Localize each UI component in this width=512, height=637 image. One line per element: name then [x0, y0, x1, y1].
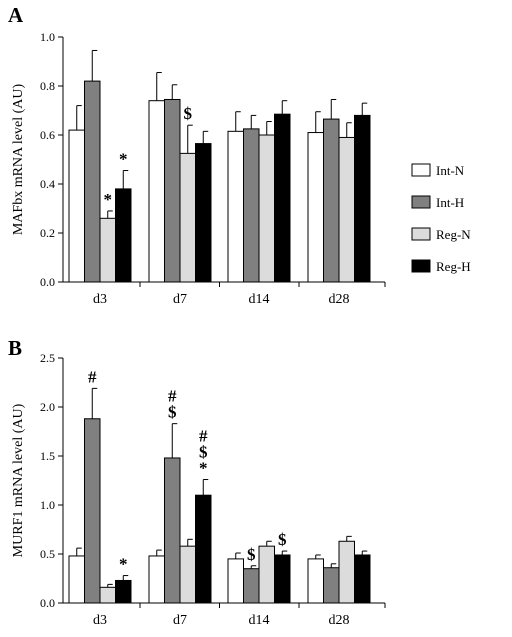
- y-tick-label: 1.0: [40, 30, 55, 44]
- y-tick-label: 0.4: [40, 177, 55, 191]
- y-axis-title: MAFbx mRNA level (AU): [11, 84, 26, 236]
- x-category-label: d28: [329, 613, 350, 628]
- significance-marker: $: [168, 403, 177, 422]
- x-category-label: d28: [329, 292, 350, 307]
- y-tick-label: 0.5: [40, 547, 55, 561]
- legend-label: Reg-H: [436, 259, 471, 274]
- bar-reg-n: [99, 586, 116, 604]
- y-tick-label: 0.8: [40, 79, 55, 93]
- y-tick-label: 1.0: [40, 498, 55, 512]
- bar-reg-h: [354, 554, 371, 604]
- x-category-label: d3: [93, 613, 107, 628]
- bar-int-h: [164, 98, 181, 283]
- bar-reg-n: [258, 134, 275, 283]
- bar-int-h: [84, 418, 101, 604]
- bar-int-h: [243, 568, 260, 604]
- bar-int-n: [68, 555, 85, 604]
- bar-reg-n: [338, 540, 355, 604]
- legend-label: Int-H: [436, 195, 464, 210]
- chart-panel-a: 0.0 0.2 0.4 0.6 0.8 1.0 MAFbx mRNA level (AU) d…: [11, 30, 386, 307]
- bar-reg-n: [179, 545, 196, 604]
- bar-reg-h: [115, 579, 132, 604]
- significance-marker: $: [184, 104, 193, 123]
- bar-int-h: [323, 118, 340, 283]
- legend-label: Int-N: [436, 163, 465, 178]
- bar-reg-n: [338, 136, 355, 283]
- legend-swatch-reg-h: [411, 259, 431, 273]
- x-category-label: d14: [249, 292, 270, 307]
- significance-marker: #: [199, 427, 208, 446]
- x-category-label: d14: [249, 613, 270, 628]
- bar-int-n: [307, 558, 324, 604]
- bar-int-n: [307, 132, 324, 283]
- bar-reg-h: [115, 188, 132, 283]
- significance-marker: *: [119, 150, 128, 169]
- bar-reg-n: [99, 217, 116, 283]
- bar-int-h: [84, 80, 101, 283]
- legend-swatch-int-h: [411, 195, 431, 209]
- bar-int-h: [323, 567, 340, 604]
- legend-label: Reg-N: [436, 227, 471, 242]
- bar-reg-h: [354, 114, 371, 283]
- legend-swatch-reg-n: [411, 227, 431, 241]
- chart-panel-b: 0.0 0.5 1.0 1.5 2.0 2.5 MURF1 mRNA level (AU) d…: [11, 351, 386, 628]
- bar-int-n: [227, 130, 244, 283]
- bar-int-n: [148, 100, 165, 283]
- legend-swatch-int-n: [411, 163, 431, 177]
- panel-letter-b: B: [8, 336, 22, 360]
- bar-reg-h: [195, 143, 212, 283]
- bar-int-n: [148, 555, 165, 604]
- panel-letter-a: A: [8, 3, 24, 27]
- significance-marker: #: [168, 387, 177, 406]
- bar-int-h: [243, 128, 260, 283]
- y-tick-label: 0.0: [40, 596, 55, 610]
- x-category-label: d3: [93, 292, 107, 307]
- significance-marker: $: [278, 530, 287, 549]
- bar-int-h: [164, 457, 181, 604]
- y-tick-label: 2.0: [40, 400, 55, 414]
- y-tick-label: 1.5: [40, 449, 55, 463]
- bar-int-n: [227, 558, 244, 604]
- bar-reg-n: [258, 545, 275, 604]
- significance-marker: $: [199, 443, 208, 462]
- y-axis-title: MURF1 mRNA level (AU): [11, 403, 26, 557]
- bar-int-n: [68, 129, 85, 283]
- significance-marker: *: [104, 190, 113, 209]
- x-category-label: d7: [173, 613, 187, 628]
- y-tick-label: 2.5: [40, 351, 55, 365]
- significance-marker: *: [119, 555, 128, 574]
- bar-reg-h: [195, 494, 212, 604]
- bar-reg-h: [274, 554, 291, 604]
- y-tick-label: 0.6: [40, 128, 55, 142]
- y-tick-label: 0.0: [40, 275, 55, 289]
- significance-marker: *: [199, 459, 208, 478]
- chart-legend: Int-N Int-H Reg-N Reg-H: [411, 163, 471, 274]
- y-tick-label: 0.2: [40, 226, 55, 240]
- significance-marker: $: [247, 545, 256, 564]
- significance-marker: #: [88, 367, 97, 386]
- bar-reg-h: [274, 113, 291, 283]
- x-category-label: d7: [173, 292, 187, 307]
- bar-reg-n: [179, 152, 196, 283]
